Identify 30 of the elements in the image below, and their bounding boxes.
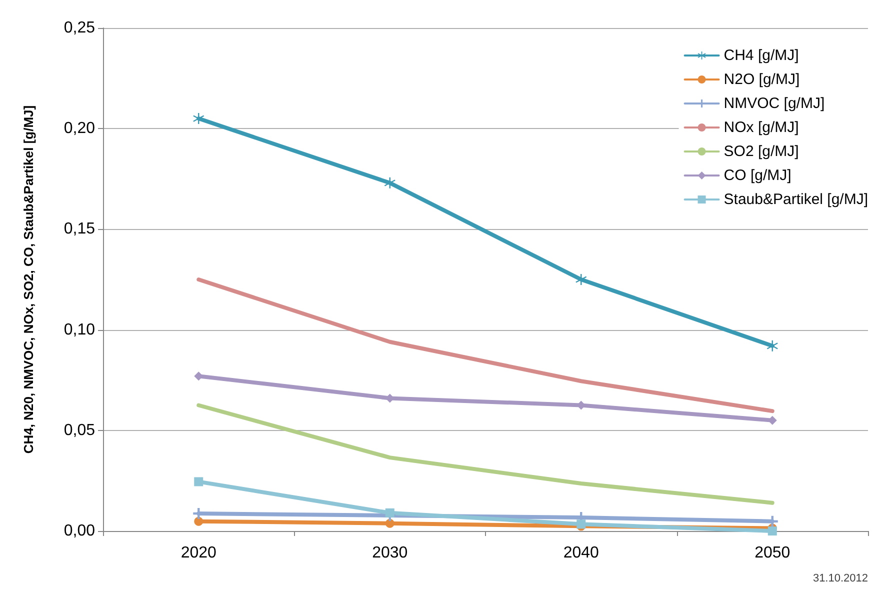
y-tick-label: 0,00 bbox=[64, 522, 96, 540]
point bbox=[384, 177, 396, 188]
legend-label: NMVOC [g/MJ] bbox=[724, 95, 825, 112]
y-tick-label: 0,10 bbox=[64, 321, 96, 338]
legend-label: CH4 [g/MJ] bbox=[724, 47, 799, 64]
x-tick-label: 2020 bbox=[180, 544, 217, 562]
y-tick-label: 0,05 bbox=[64, 422, 96, 439]
x-tick-label: 2040 bbox=[563, 544, 600, 562]
y-tick-label: 0,15 bbox=[64, 220, 96, 238]
point bbox=[576, 274, 587, 285]
x-tick-label: 2050 bbox=[754, 544, 790, 562]
point bbox=[766, 340, 778, 352]
point bbox=[385, 518, 394, 528]
legend-label: N2O [g/MJ] bbox=[724, 71, 800, 88]
y-tick-label: 0,25 bbox=[64, 20, 96, 36]
line-series bbox=[196, 403, 774, 505]
point bbox=[385, 508, 394, 518]
legend-label: NOx [g/MJ] bbox=[724, 119, 799, 136]
legend-label: CO [g/MJ] bbox=[724, 167, 792, 184]
point bbox=[768, 526, 777, 536]
line-series bbox=[196, 278, 774, 414]
y-axis-title: CH4, N20, NMVOC, NOx, SO2, CO, Staub&Partikel [g/MJ] bbox=[21, 105, 36, 454]
legend-label: Staub&Partikel [g/MJ] bbox=[724, 191, 868, 208]
x-tick-label: 2030 bbox=[372, 544, 408, 562]
y-tick-label: 0,20 bbox=[64, 120, 96, 138]
point bbox=[193, 113, 204, 124]
legend-label: SO2 [g/MJ] bbox=[724, 143, 799, 160]
text: 31.10.2012 bbox=[812, 572, 868, 584]
point bbox=[194, 516, 204, 526]
point bbox=[194, 477, 204, 486]
